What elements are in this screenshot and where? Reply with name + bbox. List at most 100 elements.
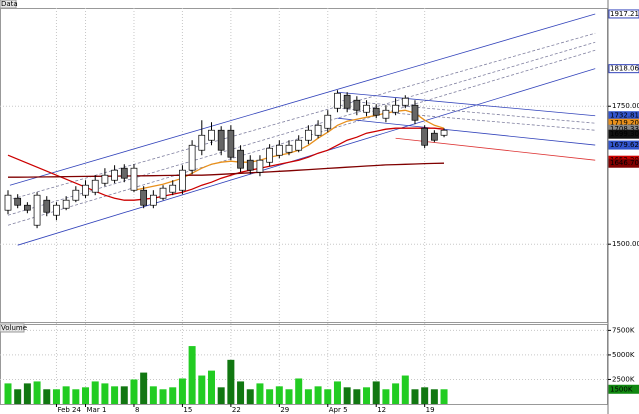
volume-bar [256,383,264,404]
volume-bar [62,386,70,404]
price-marker [608,140,639,150]
trend-line [337,91,596,117]
price-marker-label: 1719.20 [610,119,639,127]
candle-body [246,159,254,171]
volume-bar [101,383,109,404]
volume-bar [52,389,60,404]
volume-bar [91,381,99,404]
volume-bar [285,389,293,404]
chart-title: Data [1,0,18,8]
volume-bar [130,379,138,404]
volume-bar [295,378,303,404]
candle-body [120,167,128,179]
candle-body [285,144,293,153]
candle-body [101,174,109,184]
candle-body [431,132,438,141]
price-marker [608,64,639,74]
candle-body [343,94,351,109]
price-marker-label: 1708.33 [610,125,639,133]
title-tab [0,323,25,333]
volume-bar [372,381,380,404]
candle-body [401,97,409,106]
volume-bar [440,389,448,404]
volume-bar [324,389,332,404]
title-tab [0,0,17,9]
volume-bar [23,383,31,404]
volume-bar [178,378,186,404]
candle-body [130,167,138,191]
candle-body [159,187,167,199]
volume-bar [207,370,215,404]
volume-bar [82,387,90,404]
volume-bar [430,389,438,404]
volume-bar [275,386,283,404]
candle-body [91,179,99,193]
price-marker [608,129,639,139]
volume-bar [188,346,196,404]
candle-body [353,99,361,111]
candle-body [295,139,303,151]
candle-body [208,129,215,141]
moving-average [8,162,445,178]
price-marker-label: 1732.81 [610,112,639,120]
x-tick-label: 8 [135,406,139,414]
candle-body [33,194,41,226]
volume-bar [149,386,157,404]
volume-bar [343,387,351,404]
volume-bar [72,389,80,404]
volume-bar [411,389,419,404]
trend-line [395,137,596,161]
volume-bar [314,386,322,404]
moving-average [7,127,445,201]
price-marker-label: 1818.0698 [610,65,639,73]
candle-body [411,104,419,121]
volume-bar [43,389,51,404]
y-tick-label: 2500K [612,375,635,383]
candle-body [324,114,332,129]
candle-body [275,144,283,156]
volume-bar [159,389,167,404]
volume-bar [401,375,409,404]
volume-bar [227,359,235,404]
volume-bar [120,386,128,404]
volume-bar [169,387,177,404]
y-tick-label: 1750.00 [612,102,639,110]
trend-line [337,107,596,131]
volume-bar [333,381,341,404]
candle-body [382,109,390,119]
y-tick-label: 5000K [612,351,635,359]
candle-body [72,189,80,201]
x-tick-label: Apr 5 [329,406,348,414]
x-tick-label: 22 [232,406,241,414]
price-marker [608,384,639,394]
candle-body [43,199,51,213]
candle-body [62,199,70,209]
candle-body [363,104,370,113]
candle-body [314,124,322,136]
x-tick-label: 12 [377,406,386,414]
candle-body [82,184,89,196]
candle-body [169,184,177,193]
trend-line [17,68,596,246]
candle-body [4,194,12,211]
y-tick-label: 7500K [612,326,635,334]
candle-body [440,129,448,136]
candle-body [140,189,148,206]
volume-bar [14,389,22,404]
candle-body [188,144,196,171]
candle-body [392,104,399,113]
price-marker [608,158,639,168]
candle-body [53,204,60,216]
x-tick-label: 29 [280,406,289,414]
volume-bar [217,387,225,404]
candle-body [334,92,341,109]
candle-body [227,129,235,158]
volume-bar [392,383,400,404]
x-tick-label: 15 [183,406,192,414]
chart-title: Volume [1,324,27,332]
price-marker-label: 1500K [610,385,633,393]
volume-bar [198,375,206,404]
candle-body [150,194,157,206]
